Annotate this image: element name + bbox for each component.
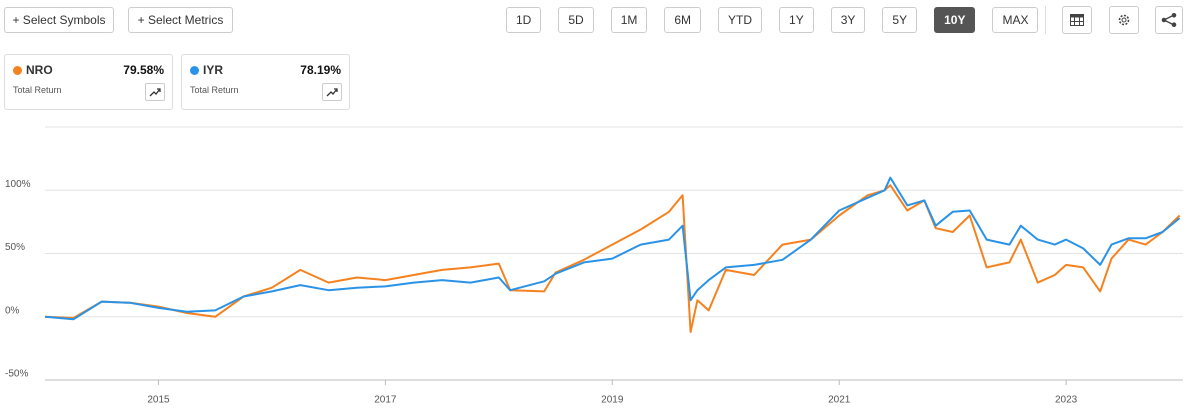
- trend-button[interactable]: [145, 83, 165, 101]
- share-icon: [1161, 13, 1177, 27]
- legend-card: NRO 79.58% Total Return: [4, 54, 173, 110]
- y-tick-label: 50%: [5, 242, 25, 253]
- legend-label: IYR: [203, 63, 224, 77]
- x-tick-label: 2015: [147, 395, 170, 406]
- x-tick-label: 2017: [374, 395, 397, 406]
- legend-card: IYR 78.19% Total Return: [181, 54, 350, 110]
- select-symbols-button[interactable]: + Select Symbols: [4, 7, 114, 33]
- range-button[interactable]: 5Y: [882, 7, 918, 33]
- range-button[interactable]: 5D: [558, 7, 594, 33]
- share-button[interactable]: [1155, 6, 1183, 34]
- range-button[interactable]: 1D: [506, 7, 542, 33]
- table-button[interactable]: [1062, 6, 1092, 34]
- range-button[interactable]: 3Y: [830, 7, 866, 33]
- y-tick-label: 100%: [5, 179, 31, 190]
- y-tick-label: 0%: [5, 305, 20, 316]
- gear-icon: [1118, 14, 1130, 26]
- range-button[interactable]: 10Y: [934, 7, 976, 33]
- series-line: [44, 184, 1181, 333]
- x-tick-label: 2019: [601, 395, 624, 406]
- legend-label: NRO: [26, 63, 53, 77]
- legend-value: 79.58%: [123, 63, 164, 77]
- select-metrics-button[interactable]: + Select Metrics: [128, 7, 233, 33]
- range-button[interactable]: YTD: [718, 7, 763, 33]
- series-line: [44, 176, 1181, 321]
- legend-dot: [13, 65, 22, 75]
- table-icon: [1070, 14, 1084, 26]
- settings-button[interactable]: [1109, 6, 1139, 34]
- x-tick-label: 2021: [828, 395, 851, 406]
- trend-icon: [149, 88, 161, 97]
- legend-metric: Total Return: [190, 85, 239, 95]
- y-tick-label: -50%: [5, 369, 28, 380]
- x-tick-label: 2023: [1055, 395, 1078, 406]
- trend-icon: [326, 88, 338, 97]
- legend-symbol: IYR: [190, 63, 223, 77]
- trend-button[interactable]: [322, 83, 342, 101]
- range-button[interactable]: 1M: [610, 7, 648, 33]
- legend-dot: [190, 65, 199, 75]
- legend-symbol: NRO: [13, 63, 53, 77]
- legend-value: 78.19%: [300, 63, 341, 77]
- separator: [1045, 6, 1046, 34]
- range-button[interactable]: 6M: [664, 7, 702, 33]
- range-button[interactable]: 1Y: [779, 7, 814, 33]
- legend-metric: Total Return: [13, 85, 62, 95]
- range-button[interactable]: MAX: [992, 7, 1039, 33]
- range-selector: 1D 5D 1M 6M YTD 1Y 3Y 5Y 10Y MAX: [506, 7, 1039, 33]
